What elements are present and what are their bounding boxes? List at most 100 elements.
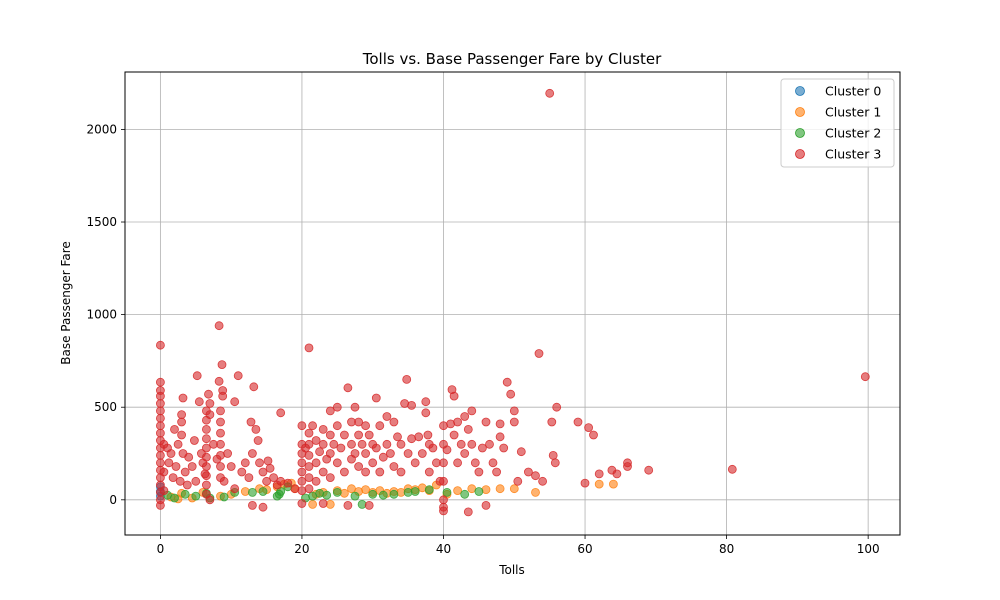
data-point: [389, 417, 399, 427]
data-point: [354, 417, 364, 427]
data-point: [205, 495, 215, 505]
data-point: [449, 430, 459, 440]
data-point: [155, 340, 165, 350]
legend-marker: [795, 128, 805, 138]
plot-frame: [124, 71, 901, 536]
y-tick-label: 0: [109, 493, 117, 507]
data-point: [502, 377, 512, 387]
y-tick-label: 1000: [86, 308, 117, 322]
data-point: [155, 399, 165, 408]
data-point: [223, 449, 233, 458]
data-point: [155, 428, 165, 438]
y-axis-ticks: 0 500 1000 1500 2000: [86, 122, 125, 507]
data-point: [191, 476, 201, 486]
data-point: [860, 372, 870, 382]
data-point: [439, 458, 448, 468]
chart-title: Tolls vs. Base Passenger Fare by Cluster: [362, 50, 662, 68]
legend-label: Cluster 3: [825, 147, 881, 162]
data-point: [594, 469, 604, 479]
data-point: [308, 421, 318, 431]
legend-label: Cluster 2: [825, 126, 881, 141]
data-point: [177, 430, 187, 440]
data-point: [410, 458, 420, 468]
data-point: [201, 480, 211, 490]
data-point: [393, 432, 402, 442]
data-point: [410, 487, 420, 496]
x-tick-label: 80: [719, 542, 734, 556]
data-point: [263, 456, 273, 466]
data-point: [421, 397, 431, 407]
data-point: [361, 449, 371, 458]
data-point: [347, 439, 356, 449]
data-point: [382, 439, 392, 449]
data-point: [255, 458, 264, 468]
data-point: [550, 458, 560, 468]
data-point: [201, 434, 211, 444]
data-point: [318, 467, 328, 477]
data-point: [247, 449, 257, 458]
data-point: [375, 467, 385, 477]
data-point: [481, 500, 491, 510]
data-point: [258, 467, 268, 477]
data-point: [371, 443, 381, 453]
data-point: [180, 467, 190, 477]
data-point: [573, 417, 583, 427]
data-point: [509, 484, 519, 494]
data-point: [325, 473, 335, 483]
data-point: [262, 476, 272, 486]
data-point: [354, 430, 364, 440]
data-point: [170, 424, 179, 434]
data-point: [361, 421, 371, 431]
data-point: [368, 458, 378, 468]
data-point: [336, 443, 346, 453]
data-point: [269, 473, 279, 483]
data-point: [155, 391, 165, 401]
data-point: [175, 476, 185, 486]
data-point: [168, 473, 178, 483]
data-point: [495, 484, 505, 494]
data-point: [545, 88, 555, 98]
data-point: [332, 487, 342, 497]
data-point: [385, 449, 395, 458]
data-point: [439, 506, 448, 516]
legend: Cluster 0 Cluster 1 Cluster 2 Cluster 3: [780, 78, 895, 168]
y-tick-label: 2000: [86, 122, 117, 136]
data-point: [201, 424, 211, 434]
data-point: [325, 449, 335, 458]
data-point: [311, 458, 321, 468]
x-tick-label: 40: [436, 542, 451, 556]
data-point: [311, 436, 321, 445]
data-point: [350, 449, 360, 458]
data-point: [463, 424, 473, 434]
data-point: [423, 430, 433, 440]
data-point: [531, 487, 540, 497]
data-point: [155, 450, 165, 460]
legend-label: Cluster 1: [825, 105, 881, 120]
data-point: [509, 406, 519, 416]
data-point: [297, 476, 307, 486]
data-point: [332, 402, 342, 412]
data-point: [304, 450, 314, 460]
data-point: [230, 484, 240, 494]
legend-marker: [795, 107, 805, 117]
data-point: [155, 413, 165, 423]
data-point: [456, 439, 466, 449]
y-tick-label: 500: [94, 400, 117, 414]
data-point: [364, 500, 374, 510]
data-point: [361, 467, 371, 477]
data-point: [378, 452, 388, 462]
y-axis-label: Base Passenger Fare: [59, 241, 73, 365]
data-point: [594, 479, 604, 489]
data-point: [474, 487, 484, 496]
data-point: [276, 476, 286, 486]
data-point: [177, 410, 187, 420]
data-point: [449, 391, 459, 401]
data-point: [194, 397, 204, 407]
data-point: [339, 467, 349, 477]
data-point: [219, 476, 229, 486]
data-point: [297, 499, 307, 508]
data-point: [481, 417, 491, 427]
data-point: [439, 476, 448, 486]
data-point: [170, 493, 179, 503]
